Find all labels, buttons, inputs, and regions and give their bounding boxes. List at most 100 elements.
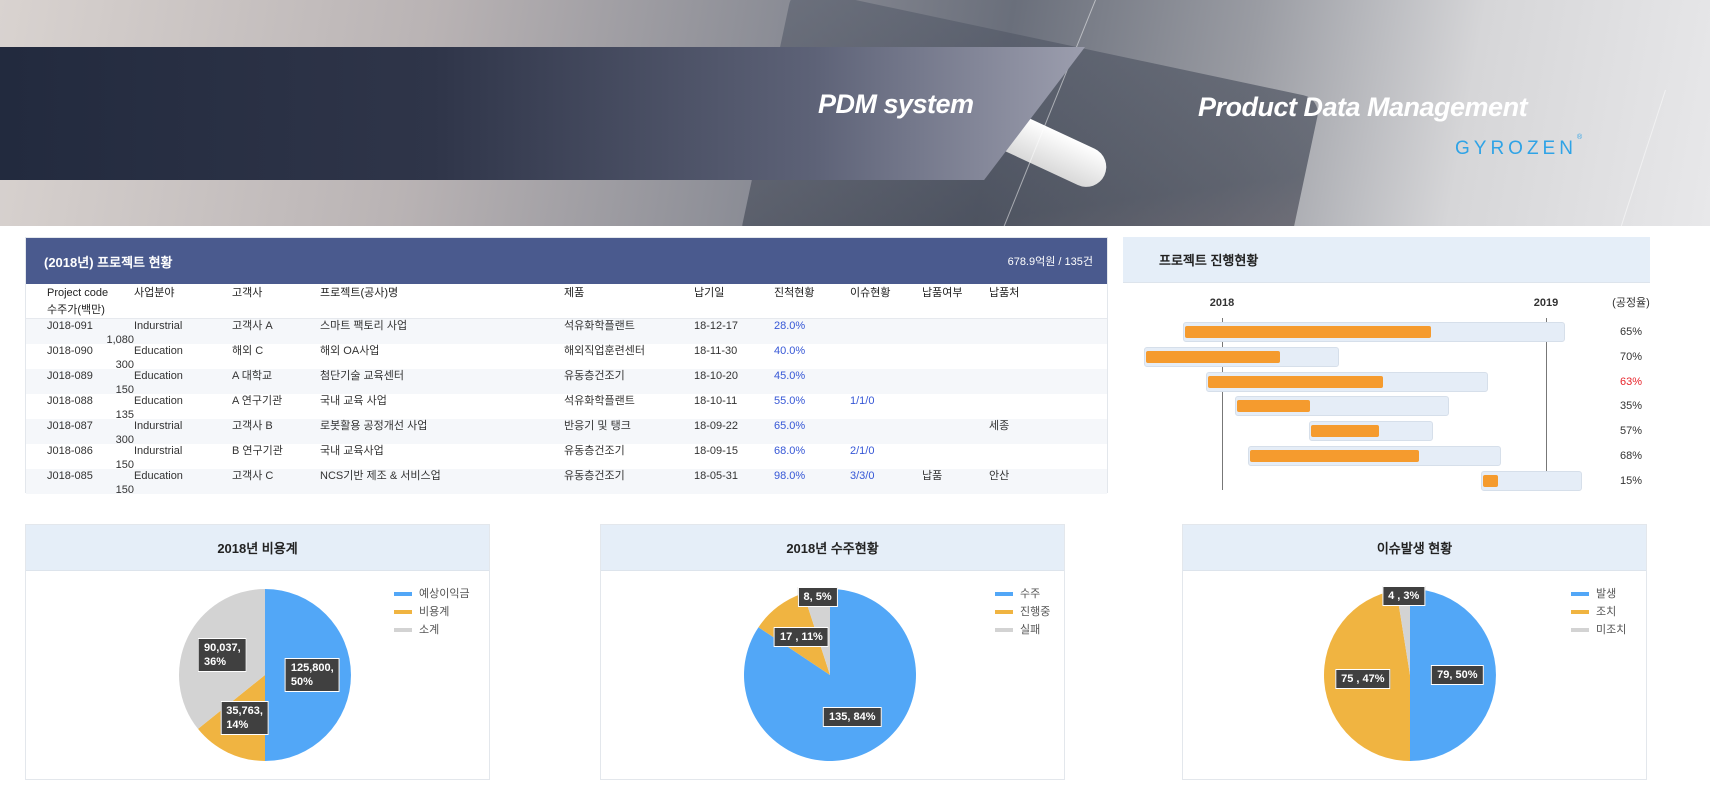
table-row[interactable]: J018-089 Education A 대학교 첨단기술 교육센터 유동층건조기 18-…	[26, 369, 1107, 396]
table-cell: 18-11-30	[694, 345, 738, 357]
column-header: 고객사	[232, 286, 263, 299]
table-cell: 150	[115, 384, 134, 396]
table-cell: 고객사 A	[232, 320, 273, 332]
gantt-chart: 2018 2019 (공정율) 65% 70% 63% 35% 57% 68% 15%	[1123, 283, 1650, 493]
legend-item[interactable]: 진행중	[995, 603, 1050, 621]
pie-data-label: 35,763, 14%	[220, 700, 269, 735]
table-cell: Education	[134, 470, 183, 482]
pie-data-label: 4 , 3%	[1382, 586, 1426, 607]
table-cell: 55.0%	[774, 395, 806, 407]
project-status-summary: 678.9억원 / 135건	[1007, 256, 1093, 268]
pie-data-label: 135, 84%	[823, 706, 882, 727]
pie-chart-panel: 2018년 비용계 125,800, 50% 35,763, 14% 90,037, …	[25, 524, 490, 780]
table-row[interactable]: J018-085 Education 고객사 C NCS기반 제조 & 서비스업 유동층…	[26, 469, 1107, 496]
legend-swatch	[1571, 610, 1589, 614]
pie-chart-panel: 이슈발생 현황 79, 50% 75 , 47% 4 , 3% 발생 조치 미조치	[1182, 524, 1647, 780]
progress-rate: 15%	[1619, 474, 1643, 487]
table-cell: 150	[115, 459, 134, 471]
year-marker-line	[1222, 318, 1223, 490]
column-header: 이슈현황	[850, 286, 891, 299]
legend-item[interactable]: 소계	[394, 621, 470, 639]
column-header: 제품	[564, 286, 585, 299]
legend-item[interactable]: 실패	[995, 621, 1050, 639]
header-banner: PDM system Product Data Management GYROZ…	[0, 0, 1710, 226]
table-cell: 135	[115, 409, 134, 421]
table-cell: Education	[134, 395, 183, 407]
table-cell: J018-087	[47, 420, 93, 432]
gantt-bar-progress	[1185, 326, 1432, 338]
legend-item[interactable]: 조치	[1571, 603, 1626, 621]
legend-item[interactable]: 발생	[1571, 585, 1626, 603]
legend-swatch	[995, 610, 1013, 614]
year-label: 2019	[1533, 297, 1559, 309]
table-cell: J018-091	[47, 320, 93, 332]
gantt-bar-progress	[1249, 450, 1420, 462]
table-cell: 유동층건조기	[564, 445, 625, 457]
table-cell: 18-12-17	[694, 320, 739, 332]
table-cell: 고객사 C	[232, 470, 274, 482]
system-title: PDM system	[818, 89, 974, 119]
table-cell: 국내 교육사업	[320, 445, 384, 457]
table-cell: 첨단기술 교육센터	[320, 370, 405, 382]
table-cell: 18-09-15	[694, 445, 739, 457]
table-cell: A 대학교	[232, 370, 273, 382]
progress-rate: 63%	[1619, 375, 1643, 388]
table-row[interactable]: J018-090 Education 해외 C 해외 OA사업 해외직업훈련센터 18-1…	[26, 344, 1107, 371]
table-row[interactable]: J018-086 Indurstrial B 연구기관 국내 교육사업 유동층건조기 18…	[26, 444, 1107, 471]
progress-rate: 65%	[1619, 326, 1643, 338]
legend-label: 미조치	[1596, 623, 1627, 636]
legend-swatch	[995, 592, 1013, 596]
legend-item[interactable]: 미조치	[1571, 621, 1626, 639]
table-cell: 세종	[989, 420, 1010, 432]
pie-slice[interactable]	[1396, 589, 1410, 675]
legend-item[interactable]: 수주	[995, 585, 1050, 603]
legend-label: 비용계	[419, 605, 450, 618]
year-marker-line	[1546, 318, 1547, 478]
legend-label: 수주	[1020, 587, 1041, 600]
year-label: 2018	[1209, 297, 1235, 309]
table-cell: Indurstrial	[134, 420, 183, 432]
gantt-bar-track	[1481, 470, 1582, 491]
table-cell: 유동층건조기	[564, 370, 625, 382]
table-cell: 반응기 및 탱크	[564, 420, 631, 432]
table-cell: 유동층건조기	[564, 470, 625, 482]
pie-data-label: 8, 5%	[797, 586, 838, 607]
project-status-header: (2018년) 프로젝트 현황 678.9억원 / 135건	[26, 238, 1107, 284]
table-row[interactable]: J018-087 Indurstrial 고객사 B 로봇활용 공정개선 사업 반응기 …	[26, 419, 1107, 446]
project-progress-title: 프로젝트 진행현황	[1123, 237, 1650, 283]
table-cell: 해외 C	[232, 345, 264, 357]
table-cell: 1/1/0	[850, 395, 875, 407]
table-cell: 65.0%	[774, 420, 806, 432]
progress-rate: 35%	[1619, 400, 1643, 413]
project-table: Project code 사업분야 고객사 프로젝트(공사)명 제품 납기일 진척현황 이슈현…	[26, 284, 1107, 496]
system-subtitle: Product Data Management	[1198, 92, 1528, 122]
column-header: 납품처	[989, 286, 1020, 299]
table-cell: B 연구기관	[232, 445, 283, 457]
legend-item[interactable]: 비용계	[394, 603, 470, 621]
table-cell: 300	[115, 359, 134, 371]
table-cell: J018-086	[47, 445, 93, 457]
table-cell: 300	[115, 434, 134, 446]
column-header: Project code	[47, 286, 109, 299]
table-cell: 1,080	[106, 334, 134, 346]
pie-chart-panel: 2018년 수주현황 135, 84% 17 , 11% 8, 5% 수주 진행중 실패	[600, 524, 1065, 780]
column-header: 납기일	[694, 286, 725, 299]
project-status-title: (2018년) 프로젝트 현황	[44, 254, 173, 270]
table-cell: 스마트 팩토리 사업	[320, 320, 408, 332]
legend-swatch	[394, 592, 412, 596]
legend-item[interactable]: 예상이익금	[394, 585, 470, 603]
table-cell: 3/3/0	[850, 470, 875, 482]
table-row[interactable]: J018-091 Indurstrial 고객사 A 스마트 팩토리 사업 석유화학플랜…	[26, 319, 1107, 346]
table-cell: 석유화학플랜트	[564, 395, 635, 407]
table-cell: J018-089	[47, 370, 93, 382]
table-cell: 28.0%	[774, 320, 806, 332]
table-cell: 18-09-22	[694, 420, 739, 432]
table-cell: 석유화학플랜트	[564, 320, 635, 332]
pie-data-label: 75 , 47%	[1335, 668, 1391, 689]
table-cell: 납품	[922, 470, 943, 482]
legend-label: 조치	[1596, 605, 1617, 618]
column-header: 수주가(백만)	[47, 303, 105, 316]
table-row[interactable]: J018-088 Education A 연구기관 국내 교육 사업 석유화학플랜트 18…	[26, 394, 1107, 421]
